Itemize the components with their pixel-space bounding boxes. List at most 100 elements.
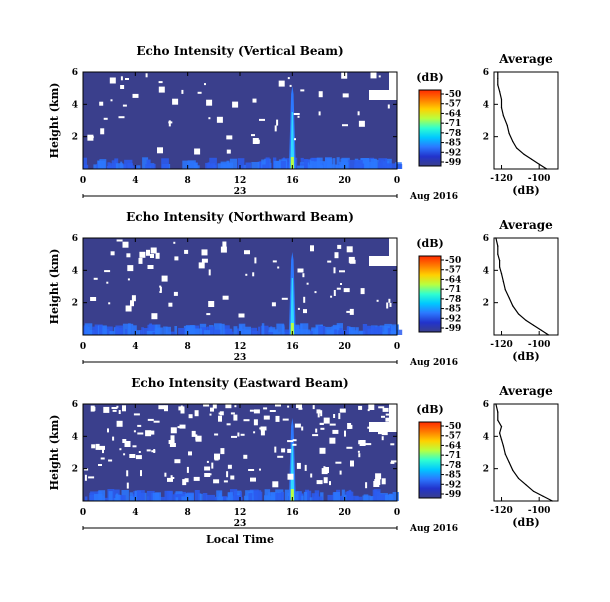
missing-data-cell <box>357 450 360 453</box>
missing-data-cell <box>343 288 350 293</box>
profile-point <box>502 445 504 447</box>
missing-data-cell <box>226 471 229 478</box>
low-echo-cell <box>362 324 368 335</box>
missing-data-cell <box>220 448 225 455</box>
profile-point <box>508 461 510 463</box>
y-tick-label: 6 <box>72 400 78 410</box>
low-echo-cell <box>259 491 263 501</box>
low-echo-cell <box>332 158 336 169</box>
low-echo-cell <box>83 327 86 335</box>
missing-data-cell <box>230 475 235 480</box>
missing-data-cell <box>127 278 130 281</box>
colorbar-tick-label: -99 <box>445 490 461 500</box>
low-echo-cell <box>387 328 393 335</box>
missing-data-cell <box>173 291 178 296</box>
echo-spike-core <box>290 278 295 335</box>
low-echo-cell <box>152 492 160 501</box>
profile-x-tick-label: -100 <box>528 174 551 184</box>
profile-y-tick-label: 2 <box>483 133 489 143</box>
missing-data-cell <box>93 277 98 280</box>
missing-data-cell <box>339 270 345 273</box>
low-echo-cell <box>269 329 278 335</box>
low-echo-cell <box>146 496 150 501</box>
low-echo-cell <box>370 158 377 169</box>
missing-data-cell <box>206 460 209 463</box>
profile-point <box>499 266 501 268</box>
low-echo-cell <box>229 158 237 169</box>
missing-data-cell <box>193 476 200 481</box>
low-echo-cell <box>316 157 323 169</box>
missing-data-cell <box>102 447 104 454</box>
missing-data-cell <box>297 115 300 118</box>
heatmap-background <box>83 404 397 501</box>
x-tick-label: 4 <box>132 342 138 352</box>
missing-data-cell <box>378 75 381 78</box>
colorbar-tick-label: -99 <box>445 324 461 334</box>
x-tick-label: 12 <box>234 176 247 186</box>
missing-data-cell <box>350 460 354 467</box>
missing-data-cell <box>119 448 122 451</box>
profile-point <box>512 469 514 471</box>
missing-data-cell <box>212 404 217 409</box>
low-echo-cell <box>166 326 171 335</box>
missing-data-cell <box>147 265 154 269</box>
missing-data-cell <box>375 473 382 480</box>
missing-data-cell <box>172 477 175 479</box>
profile-y-tick-label: 4 <box>483 266 489 276</box>
missing-data-cell <box>122 104 127 107</box>
missing-data-cell <box>132 445 137 448</box>
missing-data-cell <box>211 462 214 469</box>
low-echo-cell <box>182 160 189 169</box>
low-echo-cell <box>303 491 308 501</box>
x-tick-label: 20 <box>338 342 351 352</box>
missing-data-cell <box>340 283 342 285</box>
missing-data-cell <box>214 433 219 436</box>
profile-point <box>532 324 535 326</box>
low-echo-cell <box>230 489 238 501</box>
profile-x-tick-label: -100 <box>528 506 551 516</box>
missing-data-cell <box>206 99 213 106</box>
colorbar-tick-label: -57 <box>445 266 461 276</box>
low-echo-cell <box>207 326 215 335</box>
low-echo-cell <box>266 497 275 501</box>
low-echo-cell <box>392 492 399 501</box>
missing-data-cell <box>287 405 290 408</box>
missing-data-cell <box>150 254 154 258</box>
profile-point <box>497 245 499 247</box>
colorbar-tick-label: -64 <box>445 441 461 451</box>
profile-point <box>512 305 514 307</box>
missing-data-cell <box>318 91 323 98</box>
low-echo-cell <box>282 331 289 335</box>
low-echo-cell <box>128 323 131 335</box>
date-month-label: Aug 2016 <box>409 192 458 202</box>
missing-data-cell <box>367 426 370 429</box>
missing-data-cell <box>168 440 175 444</box>
low-echo-cell <box>176 493 186 501</box>
low-echo-cell <box>202 493 208 501</box>
missing-data-cell <box>253 419 258 426</box>
profile-point <box>497 71 499 73</box>
x-tick-label: 4 <box>132 508 138 518</box>
low-echo-cell <box>264 489 271 501</box>
x-tick-label: 0 <box>394 176 400 186</box>
low-echo-cell <box>175 497 179 501</box>
missing-data-cell <box>118 116 125 119</box>
missing-data-cell <box>389 302 392 307</box>
low-echo-cell <box>300 495 304 501</box>
low-echo-cell <box>265 157 270 169</box>
missing-data-cell <box>188 451 192 456</box>
missing-data-cell <box>103 406 110 413</box>
missing-data-cell <box>125 305 132 312</box>
low-echo-cell <box>294 329 303 335</box>
heatmap-background <box>83 72 397 169</box>
low-echo-cell <box>380 494 387 501</box>
profile-point <box>516 147 518 149</box>
low-echo-cell <box>132 325 137 335</box>
low-echo-cell <box>350 495 359 501</box>
missing-data-block <box>389 238 397 256</box>
low-echo-cell <box>129 492 133 501</box>
missing-data-cell <box>316 480 323 485</box>
missing-data-cell <box>282 418 289 421</box>
missing-data-cell <box>298 407 303 410</box>
